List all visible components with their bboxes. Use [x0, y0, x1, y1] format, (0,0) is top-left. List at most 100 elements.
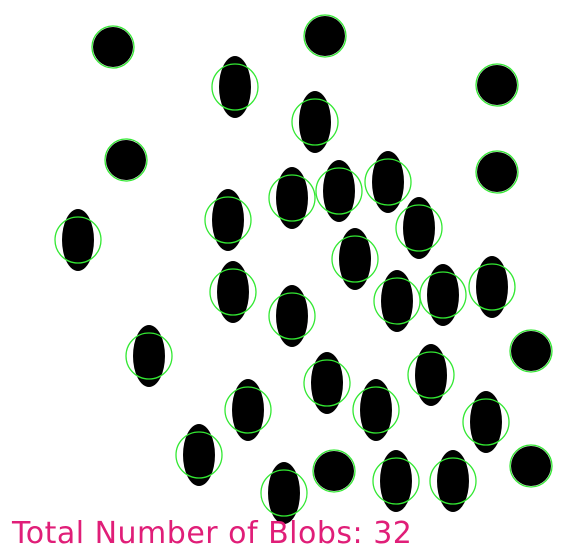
blob-detection-ring	[331, 235, 379, 283]
blob-detection-ring	[468, 263, 516, 311]
blob-shape	[212, 189, 244, 251]
blob-shape	[305, 16, 345, 56]
blob	[364, 151, 412, 213]
blob	[104, 138, 148, 182]
blob-shape	[311, 352, 343, 414]
blob-detection-ring	[462, 398, 510, 446]
blob-detection-ring	[291, 98, 339, 146]
blob-detection-ring	[303, 14, 347, 58]
blob-shape	[183, 424, 215, 486]
blob	[429, 450, 477, 512]
blob	[475, 63, 519, 107]
blob	[303, 352, 351, 414]
blob	[291, 91, 339, 153]
blob-shape	[217, 261, 249, 323]
blob	[407, 344, 455, 406]
blob	[331, 228, 379, 290]
blob	[260, 462, 308, 524]
blob	[372, 450, 420, 512]
blob-detection-ring	[372, 457, 420, 505]
blob-shape	[360, 379, 392, 441]
blob	[468, 256, 516, 318]
blob-shape	[470, 391, 502, 453]
blob-shape	[323, 160, 355, 222]
blob-detection-ring	[352, 386, 400, 434]
blob-detection-ring	[475, 63, 519, 107]
blob-shape	[62, 209, 94, 271]
blob	[211, 56, 259, 118]
blob	[209, 261, 257, 323]
blob	[509, 444, 553, 488]
blob-detection-ring	[175, 431, 223, 479]
blob-detection-ring	[373, 277, 421, 325]
blob-shape	[381, 270, 413, 332]
caption-count: 32	[373, 516, 413, 551]
blob	[54, 209, 102, 271]
blob-detection-ring	[125, 332, 173, 380]
blob	[268, 285, 316, 347]
blob-detection-ring	[91, 25, 135, 69]
blob	[395, 197, 443, 259]
blob-shape	[314, 451, 354, 491]
blob	[373, 270, 421, 332]
blob-shape	[380, 450, 412, 512]
blob	[268, 167, 316, 229]
blob-detection-ring	[364, 158, 412, 206]
blob	[475, 150, 519, 194]
blob-shape	[232, 379, 264, 441]
blob-shape	[476, 256, 508, 318]
blob-detection-ring	[312, 449, 356, 493]
blob-detection-ring	[260, 469, 308, 517]
blob-detection-ring	[224, 386, 272, 434]
blob-detection-ring	[429, 457, 477, 505]
blob-detection-ring	[395, 204, 443, 252]
blob	[419, 264, 467, 326]
blob-detection-ring	[475, 150, 519, 194]
blob-shape	[268, 462, 300, 524]
blob	[204, 189, 252, 251]
blob-detection-ring	[419, 271, 467, 319]
blob-shape	[511, 446, 551, 486]
blob-shape	[427, 264, 459, 326]
blob-detection-ring	[407, 351, 455, 399]
blob-detection-ring	[268, 292, 316, 340]
blob-shape	[415, 344, 447, 406]
blob	[509, 329, 553, 373]
blob-shape	[403, 197, 435, 259]
blob-detection-ring	[509, 444, 553, 488]
blob	[175, 424, 223, 486]
blob-detection-ring	[104, 138, 148, 182]
blob-detection-ring	[204, 196, 252, 244]
blob-detection-ring	[268, 174, 316, 222]
blob-shape	[511, 331, 551, 371]
blob-shape	[106, 140, 146, 180]
blob-count-caption: Total Number of Blobs: 32	[12, 516, 412, 551]
blob-shape	[276, 167, 308, 229]
blob-shape	[276, 285, 308, 347]
blob-shape	[477, 152, 517, 192]
caption-label: Total Number of Blobs:	[12, 516, 364, 551]
blob-shape	[437, 450, 469, 512]
blob-shape	[93, 27, 133, 67]
blob-detection-ring	[211, 63, 259, 111]
blob-detection-ring	[209, 268, 257, 316]
blob-shape	[477, 65, 517, 105]
blob-detection-ring	[509, 329, 553, 373]
blob-detection-ring	[303, 359, 351, 407]
blob-detection-ring	[315, 167, 363, 215]
blob-shape	[299, 91, 331, 153]
blob	[125, 325, 173, 387]
blob	[303, 14, 347, 58]
blob-shape	[372, 151, 404, 213]
blob	[352, 379, 400, 441]
blob	[315, 160, 363, 222]
blob	[462, 391, 510, 453]
blob	[312, 449, 356, 493]
blob-shape	[339, 228, 371, 290]
blob-shape	[219, 56, 251, 118]
blob-detection-ring	[54, 216, 102, 264]
blob-shape	[133, 325, 165, 387]
blob	[91, 25, 135, 69]
blob	[224, 379, 272, 441]
